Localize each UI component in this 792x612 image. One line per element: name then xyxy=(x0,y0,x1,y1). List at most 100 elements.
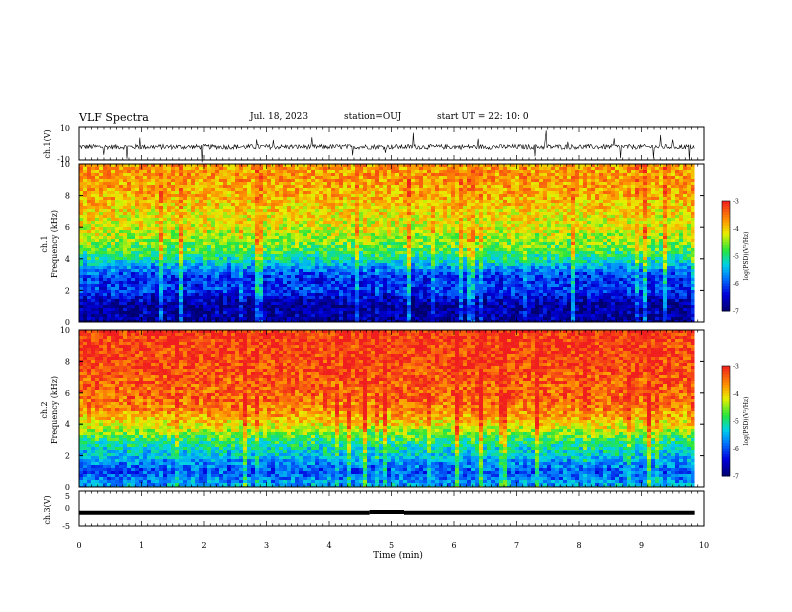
spectrogram-cell xyxy=(667,197,671,200)
spectrogram-cell xyxy=(387,179,391,182)
spectrogram-cell xyxy=(287,236,291,239)
spectrogram-cell xyxy=(523,236,527,239)
spectrogram-cell xyxy=(639,233,643,236)
spectrogram-cell xyxy=(79,188,83,191)
spectrogram-cell xyxy=(503,191,507,194)
spectrogram-cell xyxy=(527,173,531,176)
spectrogram-cell xyxy=(203,230,207,233)
spectrogram-cell xyxy=(567,209,571,212)
spectrogram-cell xyxy=(247,185,251,188)
spectrogram-cell xyxy=(627,224,631,227)
spectrogram-cell xyxy=(99,233,103,236)
spectrogram-cell xyxy=(171,200,175,203)
spectrogram-cell xyxy=(115,218,119,221)
spectrogram-cell xyxy=(83,173,87,176)
spectrogram-cell xyxy=(551,239,555,242)
spectrogram-cell xyxy=(571,227,575,230)
spectrogram-cell xyxy=(423,248,427,251)
spectrogram-cell xyxy=(235,248,239,251)
spectrogram-cell xyxy=(275,176,279,179)
spectrogram-cell xyxy=(591,185,595,188)
spectrogram-cell xyxy=(299,245,303,248)
spectrogram-cell xyxy=(563,248,567,251)
spectrogram-cell xyxy=(419,206,423,209)
spectrogram-cell xyxy=(647,200,651,203)
spectrogram-cell xyxy=(667,218,671,221)
spectrogram-cell xyxy=(503,179,507,182)
spectrogram-cell xyxy=(635,227,639,230)
spectrogram-cell xyxy=(199,233,203,236)
spectrogram-cell xyxy=(471,233,475,236)
spectrogram-cell xyxy=(495,212,499,215)
spectrogram-cell xyxy=(439,188,443,191)
spectrogram-cell xyxy=(319,257,323,260)
spectrogram-cell xyxy=(523,245,527,248)
spectrogram-cell xyxy=(663,200,667,203)
spectrogram-cell xyxy=(295,191,299,194)
spectrogram-cell xyxy=(207,218,211,221)
spectrogram-cell xyxy=(231,173,235,176)
spectrogram-cell xyxy=(683,233,687,236)
spectrogram-cell xyxy=(603,230,607,233)
spectrogram-cell xyxy=(623,257,627,260)
spectrogram-cell xyxy=(311,179,315,182)
spectrogram-cell xyxy=(207,227,211,230)
spectrogram-cell xyxy=(663,182,667,185)
spectrogram-cell xyxy=(495,227,499,230)
spectrogram-cell xyxy=(307,248,311,251)
spectrogram-cell xyxy=(659,215,663,218)
spectrogram-cell xyxy=(547,173,551,176)
spectrogram-cell xyxy=(131,206,135,209)
spectrogram-cell xyxy=(267,260,271,263)
spectrogram-cell xyxy=(107,179,111,182)
spectrogram-cell xyxy=(263,179,267,182)
spectrogram-cell xyxy=(167,203,171,206)
spectrogram-cell xyxy=(99,194,103,197)
spectrogram-cell xyxy=(339,203,343,206)
spectrogram-cell xyxy=(263,164,267,167)
spectrogram-cell xyxy=(79,200,83,203)
spectrogram-cell xyxy=(299,170,303,173)
spectrogram-cell xyxy=(475,188,479,191)
spectrogram-cell xyxy=(491,212,495,215)
spectrogram-cell xyxy=(383,245,387,248)
spectrogram-cell xyxy=(499,203,503,206)
spectrogram-cell xyxy=(355,176,359,179)
spectrogram-cell xyxy=(535,209,539,212)
spectrogram-cell xyxy=(267,224,271,227)
spectrogram-cell xyxy=(271,230,275,233)
spectrogram-cell xyxy=(443,164,447,167)
spectrogram-cell xyxy=(291,242,295,245)
spectrogram-cell xyxy=(455,176,459,179)
spectrogram-cell xyxy=(511,212,515,215)
spectrogram-cell xyxy=(623,248,627,251)
spectrogram-cell xyxy=(387,251,391,254)
spectrogram-cell xyxy=(175,218,179,221)
spectrogram-cell xyxy=(527,185,531,188)
spectrogram-cell xyxy=(235,203,239,206)
spectrogram-cell xyxy=(259,212,263,215)
spectrogram-cell xyxy=(191,194,195,197)
spectrogram-cell xyxy=(415,221,419,224)
spectrogram-cell xyxy=(123,251,127,254)
spectrogram-cell xyxy=(243,209,247,212)
spectrogram-cell xyxy=(467,170,471,173)
spectrogram-cell xyxy=(443,173,447,176)
spectrogram-cell xyxy=(227,254,231,257)
spectrogram-cell xyxy=(423,188,427,191)
spectrogram-cell xyxy=(279,194,283,197)
spectrogram-cell xyxy=(339,167,343,170)
spectrogram-cell xyxy=(195,245,199,248)
spectrogram-cell xyxy=(455,203,459,206)
spectrogram-cell xyxy=(599,191,603,194)
spectrogram-cell xyxy=(347,179,351,182)
spectrogram-cell xyxy=(95,197,99,200)
spectrogram-cell xyxy=(223,188,227,191)
spectrogram-cell xyxy=(479,200,483,203)
spectrogram-cell xyxy=(507,257,511,260)
spectrogram-cell xyxy=(343,218,347,221)
spectrogram-cell xyxy=(311,248,315,251)
spectrogram-cell xyxy=(111,218,115,221)
spectrogram-cell xyxy=(667,200,671,203)
spectrogram-cell xyxy=(515,239,519,242)
